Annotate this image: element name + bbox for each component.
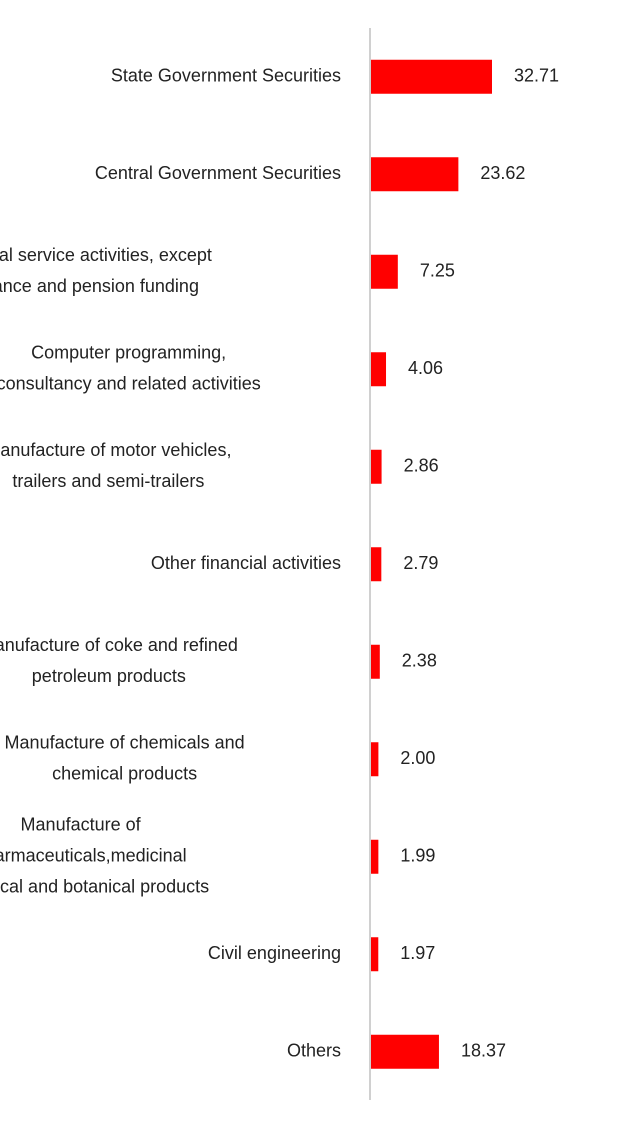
category-label: Computer programming, consultancy and rel… [0,343,261,394]
bar-value-label: 2.79 [403,553,438,573]
category-label: Central Government Securities [95,163,341,183]
category-label-line: Manufacture of [21,815,142,835]
category-label: State Government Securities [111,66,341,86]
bar [371,449,382,484]
category-label-line: Central Government Securities [95,163,341,183]
bar-value-label: 1.99 [400,846,435,866]
category-label: Financial service activities, except insu… [0,245,212,296]
category-label: Manufacture of chemicals and chemical pro… [5,733,245,784]
category-label-line: Manufacture of chemicals and [5,733,245,753]
bar [371,937,379,972]
category-label-line: petroleum products [32,666,186,686]
bar [371,839,379,874]
category-label: Manufacture of pharmaceuticals,medicinal c… [0,815,209,897]
category-label-line: Manufacture of motor vehicles, [0,440,231,460]
bar-value-label: 18.37 [461,1041,506,1061]
bar-value-label: 2.38 [402,651,437,671]
category-label: Others [287,1041,341,1061]
bar-value-label: 23.62 [480,163,525,183]
bar-value-label: 1.97 [400,943,435,963]
bar [371,1034,439,1069]
category-label-line: Computer programming, [31,343,226,363]
category-label: Manufacture of coke and refined petroleum… [0,635,238,686]
bar [371,254,398,289]
bar-value-label: 32.71 [514,66,559,86]
category-label-line: pharmaceuticals,medicinal [0,846,187,866]
category-label: Civil engineering [208,943,341,963]
bar-value-label: 4.06 [408,358,443,378]
category-label-line: Others [287,1041,341,1061]
category-label-line: Financial service activities, except [0,245,212,265]
value-labels: 32.71 23.62 7.25 4.06 2.86 2.79 2.38 2.00 1.99 1.… [400,66,559,1061]
category-label-line: chemical products [52,764,197,784]
category-label-line: State Government Securities [111,66,341,86]
bar [371,742,379,777]
bar-value-label: 2.86 [404,456,439,476]
bar-value-label: 2.00 [400,748,435,768]
category-label-line: Manufacture of coke and refined [0,635,238,655]
bar-series [371,59,492,1069]
bar [371,157,459,192]
bar [371,547,382,582]
category-label-line: consultancy and related activities [0,374,261,394]
category-label-line: Other financial activities [151,553,341,573]
bar-value-label: 7.25 [420,261,455,281]
category-label: Manufacture of motor vehicles, trailers a… [0,440,231,491]
bar [371,59,492,94]
category-label-line: insurance and pension funding [0,276,199,296]
category-label-line: trailers and semi-trailers [12,471,204,491]
bar [371,644,380,679]
bar [371,352,387,387]
category-label-line: Civil engineering [208,943,341,963]
category-label: Other financial activities [151,553,341,573]
category-label-line: chemical and botanical products [0,877,209,897]
category-labels: State Government Securities Central Gover… [0,66,341,1061]
